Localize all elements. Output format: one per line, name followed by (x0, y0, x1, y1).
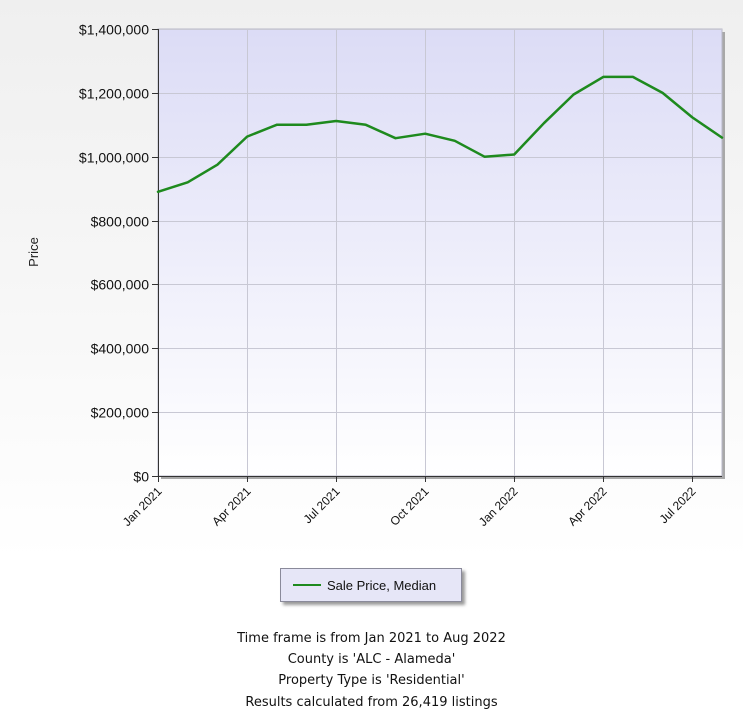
y-axis-label: Price (26, 237, 41, 267)
y-tick-label: $1,000,000 (79, 150, 149, 166)
y-tick-label: $1,200,000 (79, 86, 149, 102)
footer-property-type: Property Type is 'Residential' (278, 673, 465, 688)
plot-background (157, 28, 723, 477)
legend-swatch (293, 584, 321, 586)
y-tick-label: $0 (133, 469, 149, 485)
x-tick-label: Oct 2021 (387, 484, 432, 529)
y-tick-label: $400,000 (91, 341, 150, 357)
x-tick-label: Jan 2021 (120, 484, 165, 529)
line-chart: $0 $200,000 $400,000 $600,000 $800,000 $1,000… (26, 22, 725, 529)
footer-timeframe: Time frame is from Jan 2021 to Aug 2022 (237, 631, 506, 646)
x-tick-label: Jul 2021 (301, 484, 343, 526)
series (156, 75, 724, 194)
x-tick-label: Apr 2022 (565, 484, 610, 529)
x-tick-label: Jan 2022 (476, 484, 521, 529)
axes (152, 29, 722, 482)
y-tick-label: $200,000 (91, 405, 150, 421)
footer-county: County is 'ALC - Alameda' (287, 652, 456, 667)
x-tick-label: Apr 2021 (209, 484, 254, 529)
legend-label: Sale Price, Median (327, 577, 437, 593)
y-tick-label: $600,000 (91, 277, 150, 293)
footer-results: Results calculated from 26,419 listings (245, 695, 498, 710)
y-tick-label: $1,400,000 (79, 22, 149, 38)
series-line-sale-price-median (156, 75, 724, 194)
plot-area (157, 28, 725, 479)
legend: Sale Price, Median (280, 568, 462, 602)
y-tick-label: $800,000 (91, 214, 150, 230)
grid (158, 29, 722, 476)
x-tick-label: Jul 2022 (657, 484, 699, 526)
